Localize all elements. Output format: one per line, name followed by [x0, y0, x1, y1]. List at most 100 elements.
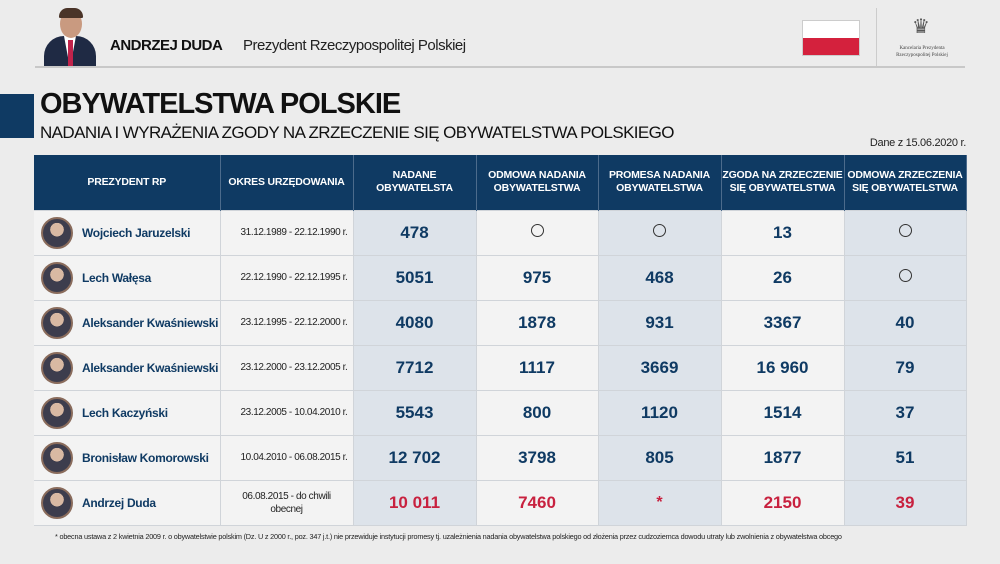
president-name: Lech Kaczyński [82, 405, 168, 420]
value: 800 [522, 402, 552, 422]
president-name: Wojciech Jaruzelski [82, 225, 191, 240]
value: 79 [895, 357, 915, 377]
value: 16 960 [756, 357, 809, 377]
none-circle-icon [898, 223, 912, 237]
header-name: ANDRZEJ DUDA [110, 37, 223, 54]
value-cell: 51 [844, 434, 967, 480]
value-cell: 1878 [476, 299, 599, 345]
column-header: ZGODA NA ZRZECZENIE SIĘ OBYWATELSTWA [721, 155, 845, 210]
period-cell: 06.08.2015 - do chwili obecnej [220, 479, 354, 526]
value-cell: 975 [476, 254, 599, 300]
value-cell: 3798 [476, 434, 599, 480]
value-cell: 5543 [353, 389, 477, 435]
table-row: Lech Kaczyński 23.12.2005 - 10.04.2010 r.… [34, 389, 967, 435]
period: 06.08.2015 - do chwili obecnej [242, 490, 331, 515]
value-cell: 3367 [721, 299, 845, 345]
period-cell: 23.12.1995 - 22.12.2000 r. [220, 299, 354, 345]
period-cell: 22.12.1990 - 22.12.1995 r. [220, 254, 354, 300]
president-avatar [41, 216, 73, 249]
value-cell [598, 209, 722, 255]
value-cell [844, 209, 967, 255]
value-cell: 12 702 [353, 434, 477, 480]
value-cell: 7460 [476, 479, 599, 526]
value-cell: 5051 [353, 254, 477, 300]
table-row: Aleksander Kwaśniewski 23.12.1995 - 22.12… [34, 299, 967, 345]
header-divider [35, 66, 965, 68]
value: 40 [895, 312, 915, 332]
column-header: PROMESA NADANIA OBYWATELSTWA [598, 155, 722, 210]
value: 10 011 [388, 492, 441, 512]
value: 1514 [763, 402, 802, 422]
value: 1877 [763, 447, 802, 467]
value-cell: 468 [598, 254, 722, 300]
page-title: OBYWATELSTWA POLSKIE [40, 88, 401, 120]
table-row: Lech Wałęsa 22.12.1990 - 22.12.1995 r. 505… [34, 254, 967, 300]
value-cell: 800 [476, 389, 599, 435]
value-cell: 13 [721, 209, 845, 255]
accent-bar [0, 94, 34, 138]
column-header: ODMOWA NADANIA OBYWATELSTWA [476, 155, 599, 210]
value-cell: 40 [844, 299, 967, 345]
value: 3669 [640, 357, 679, 377]
data-date: Dane z 15.06.2020 r. [869, 137, 966, 149]
value-cell: 1514 [721, 389, 845, 435]
value: 3367 [763, 312, 802, 332]
polish-flag-icon [802, 20, 860, 56]
value: 931 [645, 312, 674, 332]
value: 975 [522, 267, 552, 287]
value: 7460 [518, 492, 556, 512]
president-avatar [41, 396, 73, 429]
value-cell: 805 [598, 434, 722, 480]
column-header: PREZYDENT RP [34, 155, 221, 210]
value: 2150 [763, 492, 802, 512]
citizenship-table: PREZYDENT RP OKRES URZĘDOWANIA NADANE OBYW… [34, 155, 967, 526]
value-cell: 79 [844, 344, 967, 390]
period-cell: 23.12.2005 - 10.04.2010 r. [220, 389, 354, 435]
president-cell: Wojciech Jaruzelski [34, 209, 221, 255]
period: 23.12.2005 - 10.04.2010 r. [240, 407, 348, 418]
president-cell: Bronisław Komorowski [34, 434, 221, 480]
column-header: NADANE OBYWATELSTA [353, 155, 477, 210]
value-cell: 1120 [598, 389, 722, 435]
president-name: Andrzej Duda [82, 495, 156, 510]
president-cell: Lech Wałęsa [34, 254, 221, 300]
period-cell: 23.12.2000 - 23.12.2005 r. [220, 344, 354, 390]
period: 22.12.1990 - 22.12.1995 r. [240, 272, 348, 283]
value: 805 [645, 447, 674, 467]
footnote: * obecna ustawa z 2 kwietnia 2009 r. o o… [55, 532, 842, 541]
column-header: ODMOWA ZRZECZENIA SIĘ OBYWATELSTWA [844, 155, 967, 210]
value-cell: 39 [844, 479, 967, 526]
value-cell: 1877 [721, 434, 845, 480]
president-name: Lech Wałęsa [82, 270, 151, 285]
value: 39 [895, 492, 915, 512]
president-cell: Andrzej Duda [34, 479, 221, 526]
table-row: Aleksander Kwaśniewski 23.12.2000 - 23.12… [34, 344, 967, 390]
none-circle-icon [530, 223, 544, 237]
header: ANDRZEJ DUDA Prezydent Rzeczypospolitej … [0, 0, 1000, 68]
value: 13 [773, 222, 792, 242]
value-cell: 16 960 [721, 344, 845, 390]
president-avatar [41, 441, 73, 474]
value-cell [476, 209, 599, 255]
president-avatar [41, 351, 73, 384]
value: 12 702 [388, 447, 441, 467]
value: 7712 [395, 357, 434, 377]
period: 31.12.1989 - 22.12.1990 r. [240, 227, 348, 238]
period-cell: 31.12.1989 - 22.12.1990 r. [220, 209, 354, 255]
value-cell: 4080 [353, 299, 477, 345]
president-cell: Lech Kaczyński [34, 389, 221, 435]
column-header: OKRES URZĘDOWANIA [220, 155, 354, 210]
value-cell: 931 [598, 299, 722, 345]
value-cell: 10 011 [353, 479, 477, 526]
period: 23.12.1995 - 22.12.2000 r. [240, 317, 348, 328]
period: 10.04.2010 - 06.08.2015 r. [240, 452, 348, 463]
president-photo [42, 8, 98, 68]
value: 3798 [518, 447, 556, 467]
header-subtitle: Prezydent Rzeczypospolitej Polskiej [243, 37, 466, 54]
value-cell: 478 [353, 209, 477, 255]
period: 23.12.2000 - 23.12.2005 r. [240, 362, 348, 373]
value-cell: * [598, 479, 722, 526]
table-row: Bronisław Komorowski 10.04.2010 - 06.08.2… [34, 434, 967, 480]
value-cell [844, 254, 967, 300]
value-cell: 7712 [353, 344, 477, 390]
